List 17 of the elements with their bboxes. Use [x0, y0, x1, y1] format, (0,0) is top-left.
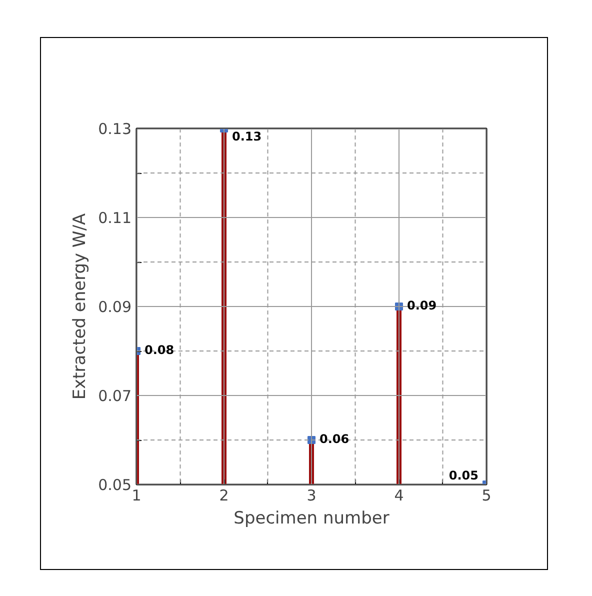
- data-label: 0.09: [407, 298, 437, 312]
- data-label: 0.08: [144, 343, 174, 357]
- x-tick-label: 5: [482, 486, 492, 504]
- y-axis-title: Extracted energy W/A: [70, 212, 90, 400]
- y-tick-label: 0.13: [98, 120, 132, 138]
- y-tick-label: 0.11: [98, 209, 132, 227]
- x-tick-label: 1: [132, 486, 142, 504]
- x-tick-label: 2: [219, 486, 229, 504]
- y-tick-label: 0.09: [98, 298, 132, 316]
- x-tick-label: 3: [306, 486, 316, 504]
- data-label: 0.05: [448, 468, 478, 482]
- y-tick-label: 0.07: [98, 387, 132, 405]
- x-axis-title: Specimen number: [234, 508, 390, 528]
- x-tick-label: 4: [394, 486, 404, 504]
- data-label: 0.06: [320, 432, 350, 446]
- y-tick-label: 0.05: [98, 476, 132, 494]
- data-label: 0.13: [232, 130, 262, 144]
